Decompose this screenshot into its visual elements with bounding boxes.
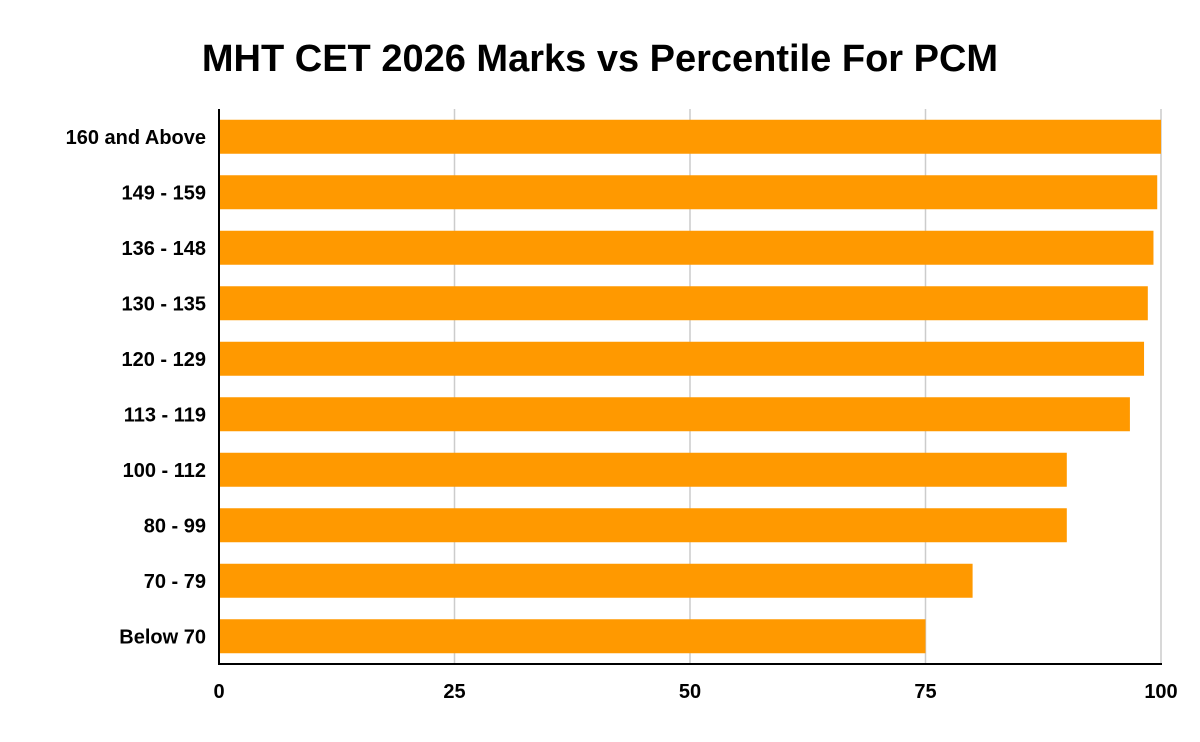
category-label: 70 - 79	[144, 571, 206, 593]
category-label: Below 70	[119, 626, 206, 648]
category-label: 113 - 119	[124, 404, 206, 426]
axes	[218, 109, 1162, 665]
bar-4	[219, 341, 1145, 376]
bar-1	[219, 175, 1158, 210]
bar-8	[219, 563, 973, 598]
category-label: 130 - 135	[121, 293, 206, 315]
x-tick-labels: 0 25 50 75 100	[213, 681, 1177, 703]
chart-title: MHT CET 2026 Marks vs Percentile For PCM	[201, 38, 999, 80]
bar-7	[219, 508, 1067, 543]
x-tick-label: 25	[443, 681, 465, 703]
x-tick-label: 0	[213, 681, 224, 703]
category-label: 120 - 129	[121, 349, 206, 371]
bar-0	[219, 119, 1161, 154]
category-label: 80 - 99	[144, 515, 206, 537]
bar-5	[219, 397, 1130, 432]
category-label: 100 - 112	[123, 460, 206, 482]
bar-2	[219, 230, 1154, 265]
category-labels: 160 and Above 149 - 159 136 - 148 130 - 135…	[66, 127, 206, 649]
category-label: 160 and Above	[66, 127, 206, 149]
bar-3	[219, 286, 1148, 321]
x-tick-label: 75	[914, 681, 936, 703]
category-label: 149 - 159	[121, 182, 206, 204]
x-tick-label: 50	[679, 681, 701, 703]
x-tick-label: 100	[1144, 681, 1177, 703]
bar-9	[219, 619, 926, 654]
category-label: 136 - 148	[121, 238, 206, 260]
bar-6	[219, 452, 1067, 487]
bars	[219, 119, 1161, 654]
